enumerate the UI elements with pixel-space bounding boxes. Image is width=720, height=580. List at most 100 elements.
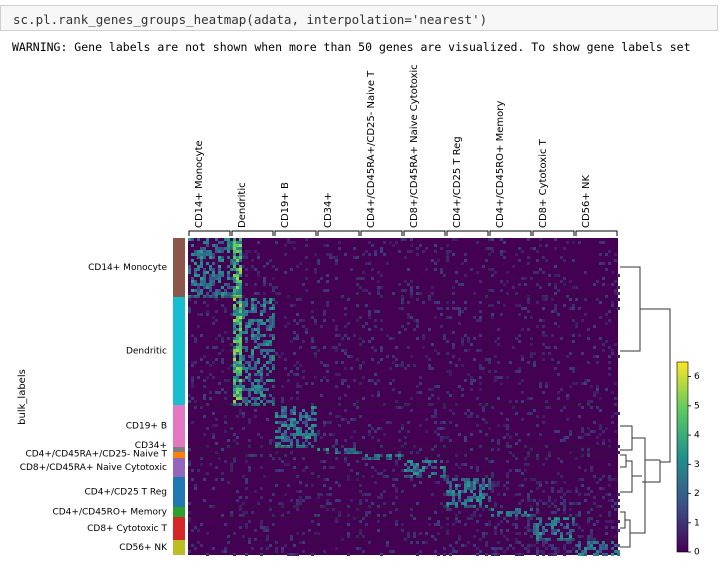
heatmap-cell xyxy=(458,496,461,499)
heatmap-cell xyxy=(365,499,368,502)
heatmap-cell xyxy=(206,313,209,316)
heatmap-cell xyxy=(431,292,434,295)
heatmap-cell xyxy=(566,295,569,298)
heatmap-cell xyxy=(233,292,236,295)
heatmap-cell xyxy=(542,544,545,547)
heatmap-cell xyxy=(275,292,278,295)
heatmap-cell xyxy=(602,430,605,433)
heatmap-cell xyxy=(212,292,215,295)
heatmap-cell xyxy=(491,547,494,550)
heatmap-cell xyxy=(200,292,203,295)
heatmap-cell xyxy=(356,508,359,511)
heatmap-cell xyxy=(521,499,524,502)
heatmap-cell xyxy=(260,547,263,550)
heatmap-cell xyxy=(398,283,401,286)
heatmap-cell xyxy=(476,415,479,418)
heatmap-cell xyxy=(494,547,497,550)
heatmap-cell xyxy=(260,376,263,379)
heatmap-cell xyxy=(497,553,500,556)
heatmap-cell xyxy=(365,250,368,253)
heatmap-cell xyxy=(209,364,212,367)
heatmap-cell xyxy=(281,412,284,415)
heatmap-cell xyxy=(569,538,572,541)
heatmap-cell xyxy=(296,442,299,445)
heatmap-cell xyxy=(521,391,524,394)
heatmap-cell xyxy=(596,541,599,544)
heatmap-cell xyxy=(527,361,530,364)
heatmap-cell xyxy=(278,457,281,460)
heatmap-cell xyxy=(617,274,620,277)
heatmap-cell xyxy=(248,322,251,325)
heatmap-cell xyxy=(191,478,194,481)
heatmap-cell xyxy=(590,430,593,433)
heatmap-cell xyxy=(329,433,332,436)
heatmap-cell xyxy=(224,283,227,286)
heatmap-cell xyxy=(296,505,299,508)
heatmap-cell xyxy=(320,379,323,382)
gene-group-label: CD8+/CD45RA+ Naive Cytotoxic xyxy=(409,64,420,228)
heatmap-cell xyxy=(368,541,371,544)
heatmap-cell xyxy=(446,523,449,526)
heatmap-cell xyxy=(536,424,539,427)
heatmap-cell xyxy=(227,286,230,289)
heatmap-cell xyxy=(290,412,293,415)
heatmap-cell xyxy=(287,439,290,442)
heatmap-cell xyxy=(452,547,455,550)
heatmap-cell xyxy=(548,454,551,457)
heatmap-cell xyxy=(545,538,548,541)
heatmap-cell xyxy=(197,286,200,289)
heatmap-cell xyxy=(557,361,560,364)
heatmap-cell xyxy=(251,355,254,358)
heatmap-cell xyxy=(608,373,611,376)
heatmap-cell xyxy=(524,307,527,310)
heatmap-cell xyxy=(413,364,416,367)
gene-group-bracket xyxy=(403,230,446,236)
heatmap-cell xyxy=(293,241,296,244)
heatmap-cell xyxy=(554,523,557,526)
heatmap-cell xyxy=(290,418,293,421)
heatmap-cell xyxy=(227,265,230,268)
heatmap-cell xyxy=(365,289,368,292)
heatmap-cell xyxy=(599,241,602,244)
heatmap-cell xyxy=(485,505,488,508)
heatmap-cell xyxy=(542,529,545,532)
heatmap-cell xyxy=(377,472,380,475)
heatmap-cell xyxy=(515,526,518,529)
heatmap-cell xyxy=(410,469,413,472)
heatmap-cell xyxy=(281,424,284,427)
heatmap-cell xyxy=(380,358,383,361)
heatmap-cell xyxy=(608,493,611,496)
heatmap-cell xyxy=(227,481,230,484)
heatmap-cell xyxy=(590,385,593,388)
code-cell[interactable]: sc.pl.rank_genes_groups_heatmap(adata, i… xyxy=(0,5,718,31)
heatmap-cell xyxy=(449,502,452,505)
heatmap-cell xyxy=(584,499,587,502)
heatmap-cell xyxy=(188,310,191,313)
heatmap-cell xyxy=(434,445,437,448)
heatmap-cell xyxy=(236,334,239,337)
heatmap-cell xyxy=(290,439,293,442)
heatmap-cell xyxy=(596,385,599,388)
heatmap-cell xyxy=(197,529,200,532)
heatmap-cell xyxy=(437,481,440,484)
heatmap-cell xyxy=(305,418,308,421)
heatmap-cell xyxy=(506,529,509,532)
heatmap-cell xyxy=(326,274,329,277)
heatmap-cell xyxy=(326,370,329,373)
heatmap-cell xyxy=(539,481,542,484)
heatmap-cell xyxy=(578,493,581,496)
heatmap-cell xyxy=(200,289,203,292)
heatmap-cell xyxy=(236,316,239,319)
heatmap-cell xyxy=(302,433,305,436)
heatmap-cell xyxy=(311,553,314,556)
heatmap-cell xyxy=(485,553,488,556)
heatmap-cell xyxy=(434,412,437,415)
heatmap-cell xyxy=(458,385,461,388)
heatmap-cell xyxy=(254,361,257,364)
heatmap-cell xyxy=(401,364,404,367)
heatmap-cell xyxy=(233,553,236,556)
heatmap-cell xyxy=(335,349,338,352)
heatmap-cell xyxy=(323,313,326,316)
heatmap-cell xyxy=(380,319,383,322)
heatmap-cell xyxy=(524,526,527,529)
